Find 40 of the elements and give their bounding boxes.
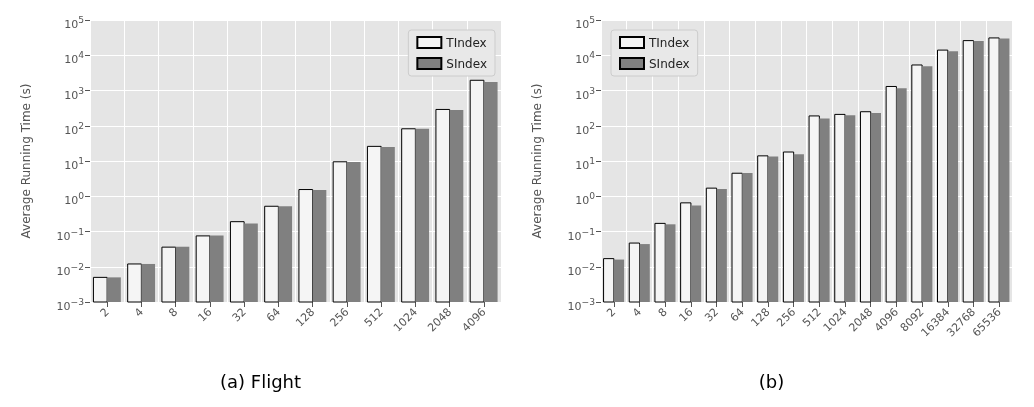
x-tick-label: 4 bbox=[629, 305, 645, 320]
y-tick-label: 10$^{5}$ bbox=[64, 13, 84, 31]
text: (a) Flight bbox=[219, 370, 302, 392]
y-tick-label: 10$^{4}$ bbox=[64, 48, 84, 66]
x-tick-label: 2 bbox=[604, 305, 619, 320]
legend-label: SIndex bbox=[649, 56, 690, 71]
y-axis-title: Average Running Time (s) bbox=[530, 83, 544, 239]
y-tick-label: 10$^{−2}$ bbox=[56, 259, 84, 278]
y-tick-label: 10$^{4}$ bbox=[575, 48, 595, 66]
x-tick-label: 64 bbox=[263, 305, 283, 325]
y-tick-label: 10$^{3}$ bbox=[64, 83, 84, 102]
x-tick-label: 16 bbox=[195, 305, 215, 325]
y-tick-label: 10$^{−2}$ bbox=[567, 259, 595, 278]
y-tick-label: 10$^{−3}$ bbox=[56, 295, 84, 313]
y-tick-label: 10$^{−3}$ bbox=[567, 295, 595, 313]
x-tick-label: 8 bbox=[166, 305, 181, 320]
x-tick-label: 16 bbox=[676, 305, 696, 325]
y-tick-label: 10$^{0}$ bbox=[64, 189, 84, 207]
x-tick-label: 128 bbox=[293, 305, 318, 330]
y-tick-label: 10$^{3}$ bbox=[575, 83, 595, 102]
y-tick-label: 10$^{−1}$ bbox=[56, 224, 84, 243]
y-axis-title: Average Running Time (s) bbox=[19, 83, 33, 239]
y-tick-label: 10$^{2}$ bbox=[575, 118, 595, 137]
x-tick-label: 32 bbox=[229, 305, 249, 325]
y-tick-label: 10$^{1}$ bbox=[64, 154, 84, 172]
legend-label: TIndex bbox=[445, 35, 487, 50]
legend-label: TIndex bbox=[648, 35, 690, 50]
y-tick-label: 10$^{2}$ bbox=[64, 118, 84, 137]
x-tick-label: 64 bbox=[727, 305, 747, 325]
y-tick-label: 10$^{−1}$ bbox=[567, 224, 595, 243]
x-tick-label: 8 bbox=[655, 305, 670, 320]
y-tick-label: 10$^{5}$ bbox=[575, 13, 595, 31]
text: (b) bbox=[758, 370, 785, 392]
legend-label: SIndex bbox=[446, 56, 487, 71]
x-tick-label: 2 bbox=[97, 305, 112, 320]
x-tick-label: 4 bbox=[131, 305, 146, 320]
x-tick-label: 32 bbox=[702, 305, 722, 325]
x-tick-label: 128 bbox=[748, 305, 773, 330]
y-tick-label: 10$^{0}$ bbox=[575, 189, 595, 207]
y-tick-label: 10$^{1}$ bbox=[575, 154, 595, 172]
